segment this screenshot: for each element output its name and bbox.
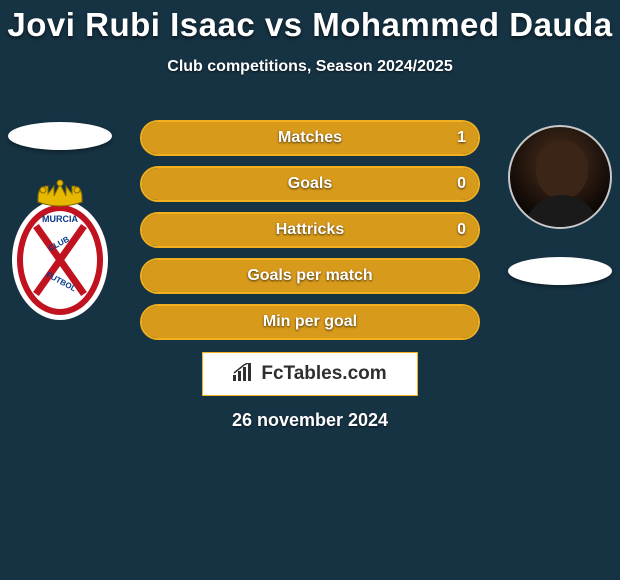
- right-player-photo: [508, 125, 612, 229]
- stat-label: Hattricks: [140, 212, 480, 248]
- club-crest-icon: MURCIA CLUB FUTBOL: [10, 176, 110, 326]
- comparison-bars: Matches 1 Goals 0 Hattricks 0 Goals per …: [140, 120, 480, 350]
- subtitle: Club competitions, Season 2024/2025: [0, 58, 620, 76]
- stat-row-matches: Matches 1: [140, 120, 480, 156]
- stat-row-goals: Goals 0: [140, 166, 480, 202]
- stat-value: 1: [457, 120, 466, 156]
- stat-row-hattricks: Hattricks 0: [140, 212, 480, 248]
- stat-label: Goals: [140, 166, 480, 202]
- stat-label: Goals per match: [140, 258, 480, 294]
- branding-box: FcTables.com: [202, 352, 418, 396]
- stat-label: Min per goal: [140, 304, 480, 340]
- stat-value: 0: [457, 166, 466, 202]
- branding-text: FcTables.com: [261, 363, 386, 385]
- stat-label: Matches: [140, 120, 480, 156]
- left-player-club-badge: MURCIA CLUB FUTBOL: [10, 176, 110, 326]
- svg-text:MURCIA: MURCIA: [42, 214, 78, 224]
- stat-row-goals-per-match: Goals per match: [140, 258, 480, 294]
- left-player-slot-ellipse: [8, 122, 112, 150]
- bar-chart-icon: [233, 363, 255, 386]
- page-title: Jovi Rubi Isaac vs Mohammed Dauda: [0, 0, 620, 44]
- date-label: 26 november 2024: [0, 410, 620, 431]
- stat-value: 0: [457, 212, 466, 248]
- right-player-slot-ellipse: [508, 257, 612, 285]
- stat-row-min-per-goal: Min per goal: [140, 304, 480, 340]
